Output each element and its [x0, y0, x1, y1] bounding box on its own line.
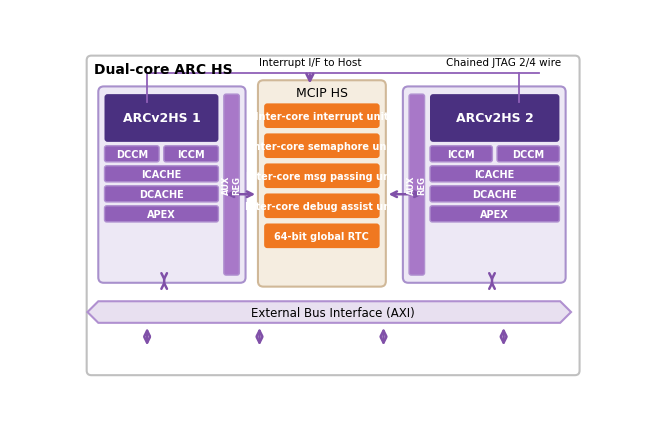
Text: Dual-core ARC HS: Dual-core ARC HS	[94, 63, 232, 77]
Text: ARCv2HS 2: ARCv2HS 2	[456, 112, 534, 125]
FancyBboxPatch shape	[105, 95, 218, 143]
Text: 64-bit global RTC: 64-bit global RTC	[274, 231, 369, 241]
FancyBboxPatch shape	[164, 147, 218, 162]
FancyBboxPatch shape	[430, 166, 560, 182]
Polygon shape	[88, 302, 571, 323]
Text: ICCM: ICCM	[447, 150, 475, 159]
FancyBboxPatch shape	[403, 87, 566, 283]
FancyBboxPatch shape	[258, 81, 386, 287]
FancyBboxPatch shape	[105, 186, 218, 202]
Text: External Bus Interface (AXI): External Bus Interface (AXI)	[252, 306, 415, 319]
Text: Inter-core semaphore unit: Inter-core semaphore unit	[250, 141, 394, 151]
FancyBboxPatch shape	[86, 57, 580, 375]
Text: ICACHE: ICACHE	[141, 170, 181, 179]
FancyBboxPatch shape	[430, 95, 560, 143]
Text: ARCv2HS 1: ARCv2HS 1	[123, 112, 200, 125]
FancyBboxPatch shape	[430, 147, 493, 162]
FancyBboxPatch shape	[105, 166, 218, 182]
Text: ICACHE: ICACHE	[474, 170, 515, 179]
Text: DCCM: DCCM	[512, 150, 544, 159]
Text: Chained JTAG 2/4 wire: Chained JTAG 2/4 wire	[446, 58, 561, 68]
Text: APEX: APEX	[147, 209, 176, 219]
FancyBboxPatch shape	[264, 194, 380, 219]
FancyBboxPatch shape	[224, 95, 239, 276]
FancyBboxPatch shape	[98, 87, 246, 283]
Text: Inter-core msg passing unit: Inter-core msg passing unit	[246, 171, 398, 181]
Text: Inter-core debug assist unit: Inter-core debug assist unit	[245, 201, 398, 211]
Text: APEX: APEX	[480, 209, 509, 219]
Text: DCACHE: DCACHE	[139, 190, 184, 199]
Text: Inter-core interrupt unit: Inter-core interrupt unit	[255, 112, 389, 121]
FancyBboxPatch shape	[105, 147, 159, 162]
FancyBboxPatch shape	[497, 147, 560, 162]
FancyBboxPatch shape	[409, 95, 424, 276]
FancyBboxPatch shape	[105, 206, 218, 222]
FancyBboxPatch shape	[264, 134, 380, 158]
Text: AUX
REG: AUX REG	[407, 176, 426, 195]
FancyBboxPatch shape	[264, 224, 380, 248]
FancyBboxPatch shape	[264, 164, 380, 189]
Text: DCACHE: DCACHE	[473, 190, 517, 199]
Text: MCIP HS: MCIP HS	[296, 87, 348, 100]
Text: DCCM: DCCM	[116, 150, 148, 159]
Text: Interrupt I/F to Host: Interrupt I/F to Host	[259, 58, 361, 68]
FancyBboxPatch shape	[430, 186, 560, 202]
Text: AUX
REG: AUX REG	[222, 176, 241, 195]
FancyBboxPatch shape	[264, 104, 380, 129]
FancyBboxPatch shape	[430, 206, 560, 222]
Text: ICCM: ICCM	[177, 150, 205, 159]
